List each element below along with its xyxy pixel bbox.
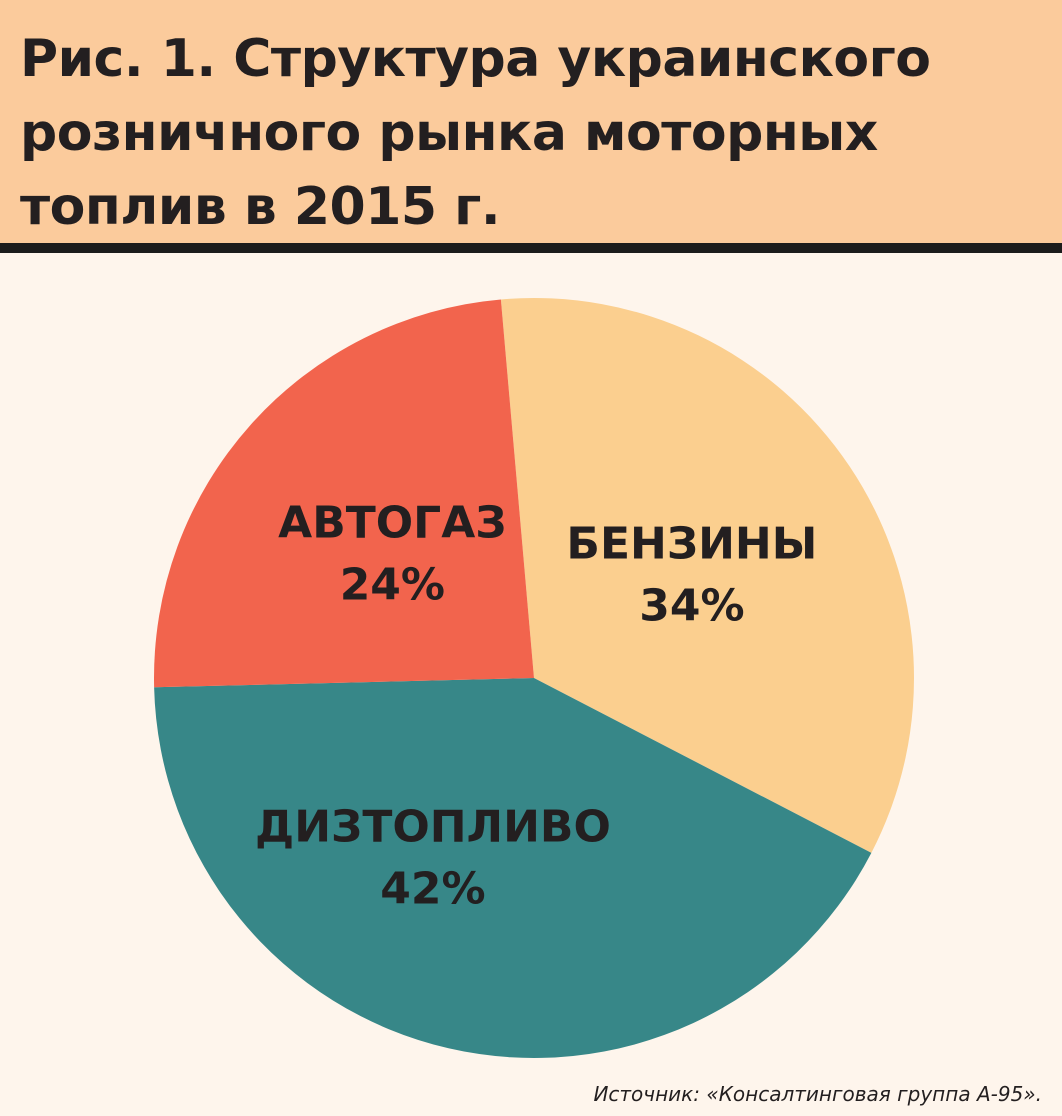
pie-slice-3 [154, 299, 534, 688]
pie-chart: БЕНЗИНЫ 34% ДИЗТОПЛИВО 42% АВТОГАЗ 24% [154, 298, 914, 1058]
slice-label-1: БЕНЗИНЫ [566, 518, 817, 569]
slice-value-1: 34% [639, 580, 744, 631]
chart-area: БЕНЗИНЫ 34% ДИЗТОПЛИВО 42% АВТОГАЗ 24% [0, 253, 1062, 1116]
chart-header: Рис. 1. Структура украинского розничного… [0, 0, 1062, 253]
slice-value-3: 24% [340, 559, 445, 610]
chart-title: Рис. 1. Структура украинского розничного… [20, 29, 931, 237]
pie-slice-2 [154, 678, 872, 1058]
source-note: Источник: «Консалтинговая группа А-95». [593, 1082, 1042, 1106]
slice-value-2: 42% [380, 864, 485, 915]
pie-slice-1 [500, 298, 914, 853]
slice-label-3: АВТОГАЗ [278, 497, 506, 548]
slice-label-2: ДИЗТОПЛИВО [255, 802, 611, 853]
